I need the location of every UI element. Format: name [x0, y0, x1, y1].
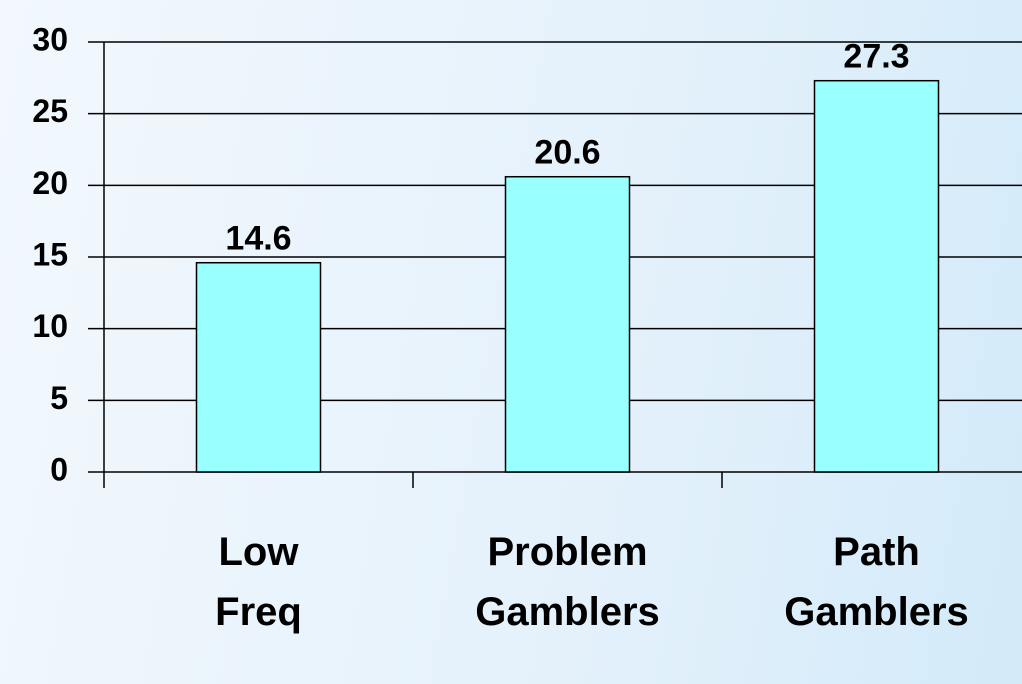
x-tick-label: Low Freq	[215, 530, 302, 634]
value-label: 20.6	[534, 134, 600, 172]
y-tick-label: 10	[32, 308, 68, 344]
y-tick-label: 0	[50, 451, 68, 487]
y-tick-label: 5	[50, 380, 68, 416]
value-label: 27.3	[843, 38, 909, 76]
x-tick-label: Problem Gamblers	[475, 530, 660, 634]
bar	[504, 175, 631, 473]
value-label: 14.6	[225, 220, 291, 258]
bar	[195, 261, 322, 473]
x-tick-label: Path Gamblers	[784, 530, 969, 634]
y-tick-label: 30	[32, 21, 68, 57]
y-tick-label: 20	[32, 165, 68, 201]
y-tick-label: 25	[32, 93, 68, 129]
bar	[813, 79, 940, 473]
y-tick-label: 15	[32, 236, 68, 272]
